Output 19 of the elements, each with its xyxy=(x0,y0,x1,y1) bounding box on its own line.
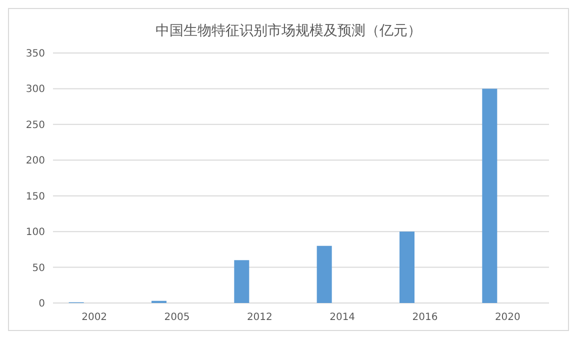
y-tick-label: 350 xyxy=(26,48,45,60)
y-tick-label: 250 xyxy=(26,120,45,131)
x-tick-label: 2005 xyxy=(164,312,190,323)
y-tick-label: 0 xyxy=(38,298,45,310)
y-tick-label: 50 xyxy=(32,262,45,274)
chart-title: 中国生物特征识别市场规模及预测（亿元） xyxy=(156,23,422,39)
y-tick-label: 300 xyxy=(26,84,45,96)
bar xyxy=(400,232,414,303)
bar xyxy=(234,260,250,303)
bar xyxy=(482,88,498,303)
x-tick-label: 2020 xyxy=(494,312,520,323)
bar xyxy=(316,246,332,303)
x-tick-label: 2012 xyxy=(246,312,272,323)
y-tick-label: 100 xyxy=(26,227,45,238)
x-tick-label: 2016 xyxy=(412,312,438,323)
x-tick-label: 2014 xyxy=(330,312,356,323)
y-tick-label: 150 xyxy=(26,191,45,202)
y-tick-label: 200 xyxy=(26,156,45,167)
x-tick-label: 2002 xyxy=(82,312,108,323)
